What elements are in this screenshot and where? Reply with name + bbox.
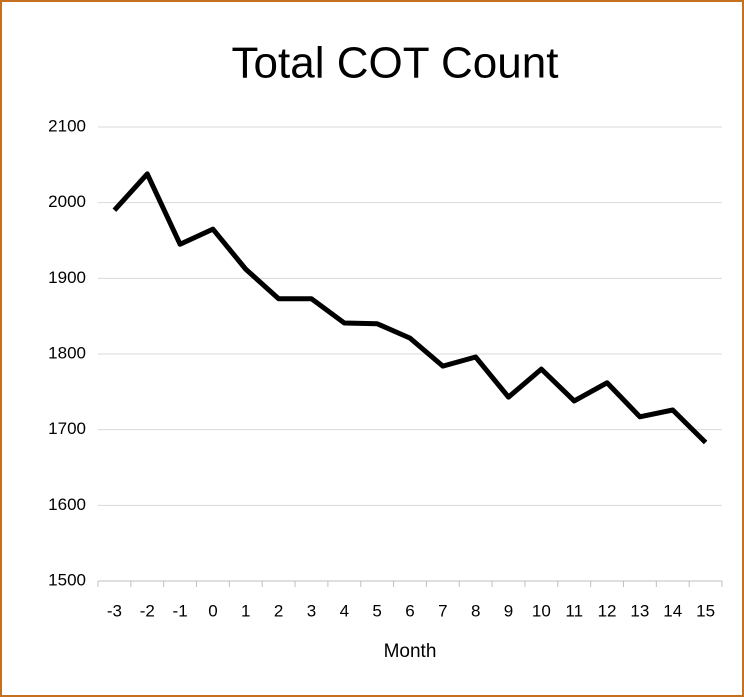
x-tick-label: 7 bbox=[438, 601, 447, 620]
y-tick-label: 1700 bbox=[48, 419, 86, 438]
x-tick-label: 13 bbox=[630, 601, 649, 620]
y-tick-label: 1600 bbox=[48, 495, 86, 514]
x-tick-label: -2 bbox=[140, 601, 155, 620]
y-tick-label: 2100 bbox=[48, 116, 86, 135]
x-tick-label: 8 bbox=[471, 601, 480, 620]
y-tick-label: 1800 bbox=[48, 343, 86, 362]
y-tick-label: 2000 bbox=[48, 192, 86, 211]
x-tick-label: 3 bbox=[307, 601, 316, 620]
x-tick-label: 12 bbox=[598, 601, 617, 620]
data-line bbox=[112, 171, 708, 445]
x-tick-label: 4 bbox=[340, 601, 349, 620]
x-tick-label: 2 bbox=[274, 601, 283, 620]
x-tick-label: 15 bbox=[696, 601, 715, 620]
x-tick-label: 1 bbox=[241, 601, 250, 620]
x-axis-title: Month bbox=[384, 641, 437, 662]
x-tick-label: -3 bbox=[107, 601, 122, 620]
x-tick-label: 14 bbox=[663, 601, 682, 620]
x-tick-label: 9 bbox=[504, 601, 513, 620]
x-tick-label: 5 bbox=[372, 601, 381, 620]
x-tick-label: 0 bbox=[208, 601, 217, 620]
x-tick-label: 11 bbox=[565, 601, 583, 620]
chart-title: Total COT Count bbox=[232, 39, 559, 88]
y-tick-label: 1900 bbox=[48, 268, 86, 287]
x-tick-label: 10 bbox=[532, 601, 551, 620]
y-tick-label: 1500 bbox=[48, 570, 86, 589]
x-tick-label: -1 bbox=[173, 601, 188, 620]
x-tick-label: 6 bbox=[405, 601, 414, 620]
